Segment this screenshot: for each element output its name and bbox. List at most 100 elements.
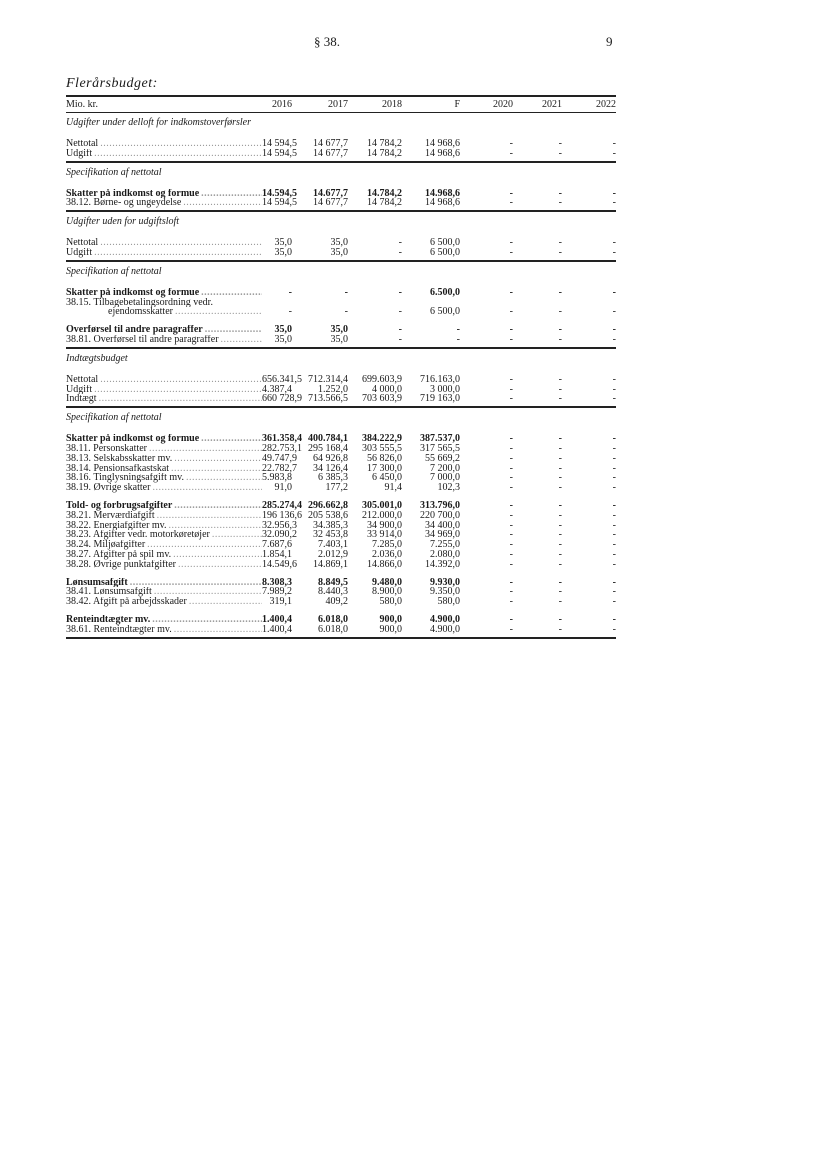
value-cell: - — [612, 586, 616, 598]
row-label-text: 38.27. Afgifter på spil mv. — [66, 549, 172, 560]
dot-leader: ........................................… — [100, 238, 262, 248]
value-cell: - — [612, 452, 616, 464]
value-cell: - — [612, 433, 616, 445]
table-row: Nettotal................................… — [66, 373, 616, 385]
value-cell: 14 677,7 — [313, 197, 348, 209]
value-cell: 91,0 — [274, 482, 293, 494]
row-label-text: Udgift — [66, 247, 93, 258]
value-cell: - — [612, 499, 616, 511]
dot-leader: ........................................… — [174, 453, 262, 464]
value-cell: - — [398, 324, 402, 336]
table-row: Udgift..................................… — [66, 383, 616, 395]
value-cell: 14.968,6 — [425, 187, 460, 199]
dot-leader: ........................................… — [94, 384, 262, 395]
value-cell: 34 900,0 — [367, 519, 402, 531]
value-cell — [348, 298, 402, 308]
value-cell: 712.314,4 — [308, 373, 348, 385]
value-cell: 14 784,2 — [367, 197, 402, 209]
row-label: Skatter på indkomst og formue...........… — [66, 288, 262, 298]
value-cell: - — [612, 324, 616, 336]
table-row: Overførsel til andre paragraffer........… — [66, 325, 616, 335]
value-cell: 8.308,3 — [262, 576, 292, 588]
value-cell: - — [612, 529, 616, 541]
value-cell: - — [509, 482, 513, 494]
value-cell: 8.440,3 — [318, 586, 348, 598]
value-cell: - — [398, 333, 402, 345]
value-cell: - — [509, 519, 513, 531]
value-cell: 35,0 — [330, 246, 349, 258]
value-cell: 35,0 — [330, 333, 349, 345]
table-row: 38.12. Børne- og ungeydelse.............… — [66, 198, 616, 208]
table-row: Nettotal................................… — [66, 139, 616, 149]
value-cell: - — [558, 373, 562, 385]
row-label-text: 38.41. Lønsumsafgift — [66, 587, 152, 598]
value-cell: 1.854,1 — [262, 548, 292, 560]
value-cell: 34.385,3 — [313, 519, 348, 531]
value-cell: 713.566,5 — [308, 393, 348, 405]
row-label-text: Udgift — [66, 148, 93, 159]
value-cell: 14.866,0 — [367, 558, 402, 570]
col-header: 2020 — [493, 99, 513, 110]
value-cell: - — [558, 237, 562, 249]
dot-leader: ........................................… — [100, 374, 262, 385]
value-cell: - — [456, 324, 460, 336]
row-label: Lønsumsafgift...........................… — [66, 578, 262, 588]
row-label: 38.81. Overførsel til andre paragraffer.… — [66, 335, 262, 345]
value-cell — [562, 298, 616, 308]
row-label-text: Renteindtægter mv. — [66, 614, 151, 625]
value-cell — [513, 298, 562, 308]
value-cell: 49.747,9 — [262, 452, 297, 464]
value-cell: - — [558, 509, 562, 521]
section-rule — [66, 636, 616, 639]
row-label: 38.22. Energiafgifter mv................… — [66, 521, 262, 531]
value-cell: - — [509, 147, 513, 159]
value-cell: 580,0 — [379, 596, 403, 608]
row-label: 38.61. Renteindtægter mv................… — [66, 625, 262, 635]
value-cell: - — [398, 237, 402, 249]
document-title: Flerårsbudget: — [66, 76, 158, 91]
value-cell: 35,0 — [330, 237, 349, 249]
value-cell: 282.753,1 — [262, 442, 302, 454]
table-section: Specifikation af nettotal Skatter på indk… — [66, 167, 616, 213]
value-cell: - — [558, 147, 562, 159]
dot-leader: ........................................… — [188, 597, 262, 607]
table-row: 38.13. Selskabsskatter mv...............… — [66, 452, 616, 464]
table-row: 38.61. Renteindtægter mv................… — [66, 624, 616, 635]
value-cell: - — [558, 586, 562, 598]
value-cell: - — [558, 558, 562, 570]
row-label-text: Udgift — [66, 384, 93, 395]
row-label-text: 38.28. Øvrige punktafgifter — [66, 559, 176, 570]
row-label-text: 38.15. Tilbagebetalingsordning vedr. — [66, 297, 213, 308]
value-cell: - — [509, 472, 513, 484]
value-cell: - — [509, 539, 513, 551]
section-heading: Indtægtsbudget — [66, 352, 128, 364]
value-cell: 7.403,1 — [318, 539, 348, 551]
col-header: 2016 — [272, 99, 292, 110]
value-cell: 32.090,2 — [262, 529, 297, 541]
value-cell: 7.255,0 — [430, 539, 460, 551]
value-cell: 303 555,5 — [362, 442, 402, 454]
value-cell: 295 168,4 — [308, 442, 348, 454]
table-row: 38.42. Afgift på arbejdsskader..........… — [66, 597, 616, 607]
section-rule — [66, 346, 616, 349]
value-cell: - — [456, 333, 460, 345]
value-cell: - — [509, 433, 513, 445]
col-header: F — [454, 99, 460, 110]
value-cell: - — [612, 138, 616, 149]
value-cell: - — [558, 499, 562, 511]
value-cell: - — [558, 613, 562, 625]
value-cell: 580,0 — [437, 596, 461, 608]
value-cell: - — [509, 383, 513, 395]
value-cell: - — [558, 576, 562, 588]
value-cell: - — [558, 306, 562, 318]
row-label-text: Nettotal — [66, 238, 99, 248]
table-row: 38.19. Øvrige skatter...................… — [66, 483, 616, 493]
value-cell: - — [558, 197, 562, 209]
row-label-text: Told- og forbrugsafgifter — [66, 500, 173, 511]
table-row: 38.11. Personskatter....................… — [66, 444, 616, 454]
col-header: 2018 — [382, 99, 402, 110]
row-label: 38.12. Børne- og ungeydelse.............… — [66, 198, 262, 208]
value-cell: 64 926,8 — [313, 452, 348, 464]
value-cell: - — [509, 509, 513, 521]
dot-leader: ........................................… — [173, 549, 262, 560]
